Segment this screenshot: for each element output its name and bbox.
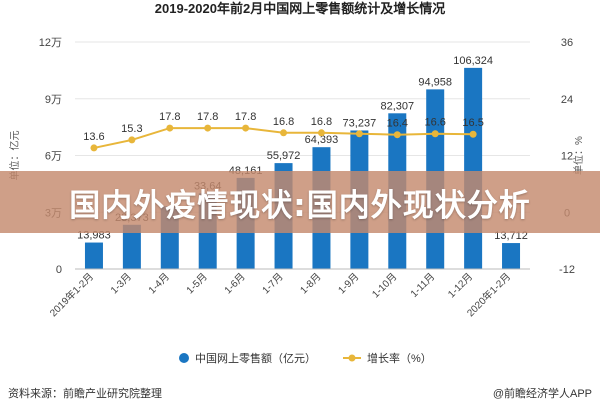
x-tick-label: 1-12月 xyxy=(446,271,476,301)
x-tick-label: 1-4月 xyxy=(146,271,172,297)
growth-value-label: 16.8 xyxy=(311,116,332,128)
source-note: 资料来源：前瞻产业研究院整理 xyxy=(8,388,162,400)
bar xyxy=(464,67,483,270)
bar xyxy=(502,243,521,269)
y-right-tick-label: 12 xyxy=(561,151,573,163)
growth-value-label: 16.6 xyxy=(424,117,445,129)
bar xyxy=(122,224,141,269)
y-left-tick-label: 0 xyxy=(56,264,62,276)
growth-point xyxy=(317,129,325,137)
y-left-axis-title: 单位：亿元 xyxy=(8,131,21,181)
growth-point xyxy=(242,124,250,132)
growth-value-label: 16.5 xyxy=(462,117,483,129)
overlay-banner: 国内外疫情现状:国内外现状分析 xyxy=(0,171,600,233)
growth-value-label: 15.3 xyxy=(121,123,142,135)
bar-value-label: 55,972 xyxy=(267,150,301,162)
bar-value-label: 82,307 xyxy=(380,100,414,112)
growth-point xyxy=(469,130,477,138)
banner-text: 国内外疫情现状:国内外现状分析 xyxy=(69,187,531,224)
x-tick-label: 1-6月 xyxy=(222,271,248,297)
bar xyxy=(84,242,103,269)
x-tick-label: 1-10月 xyxy=(370,271,400,301)
legend-label-line: 增长率（%） xyxy=(367,351,432,365)
x-tick-label: 1-3月 xyxy=(108,271,134,297)
x-tick-label: 1-9月 xyxy=(336,271,362,297)
x-tick-label: 1-8月 xyxy=(298,271,324,297)
legend: 中国网上零售额（亿元） 增长率（%） xyxy=(179,351,432,365)
brand-watermark: @前瞻经济学人APP xyxy=(492,388,592,400)
growth-point xyxy=(204,124,212,132)
growth-point xyxy=(431,130,439,138)
y-right-tick-label: 36 xyxy=(561,37,573,49)
legend-swatch-line-dot xyxy=(348,354,356,362)
growth-point xyxy=(128,136,136,144)
y-left-tick-label: 9万 xyxy=(45,94,62,106)
growth-value-label: 13.6 xyxy=(83,131,104,143)
growth-value-label: 17.8 xyxy=(235,111,256,123)
x-tick-label: 1-7月 xyxy=(260,271,286,297)
growth-value-label: 17.8 xyxy=(159,111,180,123)
growth-point xyxy=(280,129,288,137)
y-right-axis-title: 单位：% xyxy=(572,136,585,175)
bar-series: 13,98323,37333,6448,16155,97264,39373,23… xyxy=(77,55,528,270)
y-left-tick-label: 6万 xyxy=(45,151,62,163)
y-left-tick-label: 12万 xyxy=(39,37,62,49)
bar-value-label: 94,958 xyxy=(418,76,452,88)
x-tick-label: 1-5月 xyxy=(184,271,210,297)
growth-value-label: 17.8 xyxy=(197,111,218,123)
growth-value-label: 16.8 xyxy=(273,116,294,128)
y-right-tick-label: -12 xyxy=(559,264,575,276)
bar-value-label: 64,393 xyxy=(305,134,339,146)
x-tick-label: 2019年1-2月 xyxy=(47,270,96,319)
line-series: 13.6 15.3 17.8 17.8 17.8 16.8 16.8 16.4 16.6 16.5 xyxy=(83,111,484,152)
bar-value-label: 13,712 xyxy=(494,230,528,242)
growth-point xyxy=(166,124,174,132)
x-tick-label: 1-11月 xyxy=(408,271,437,300)
growth-point xyxy=(393,131,401,139)
legend-swatch-bar xyxy=(179,353,189,363)
growth-point xyxy=(90,144,98,152)
grid xyxy=(75,41,530,270)
y-right-tick-label: 24 xyxy=(561,94,573,106)
bar-value-label: 106,324 xyxy=(453,55,493,67)
legend-label-bar: 中国网上零售额（亿元） xyxy=(195,351,316,365)
growth-point xyxy=(355,130,363,138)
bar-value-label: 73,237 xyxy=(343,117,377,129)
growth-value-label: 16.4 xyxy=(387,118,408,130)
chart-title: 2019-2020年前2月中国网上零售额统计及增长情况 xyxy=(155,1,445,16)
